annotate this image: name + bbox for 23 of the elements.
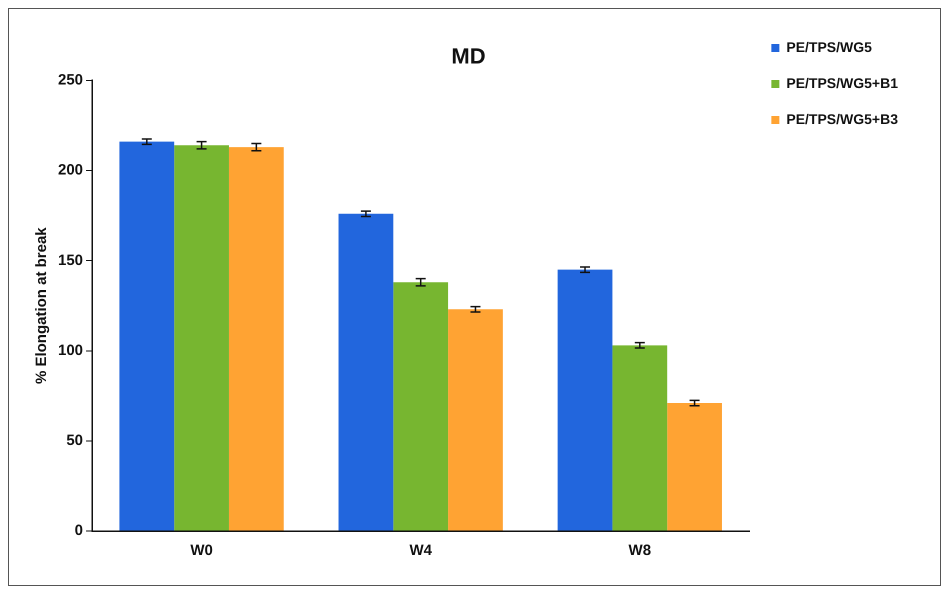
chart-title: MD [451,43,486,68]
x-tick-label: W8 [628,542,652,560]
y-tick-label: 100 [58,342,84,359]
bar [448,309,503,530]
bar [667,403,722,530]
bar [393,282,448,530]
bar [558,270,612,530]
y-tick-label: 0 [74,522,84,540]
x-tick-label: W4 [409,542,433,560]
bar [228,147,284,530]
x-tick-label: W0 [190,542,213,560]
y-tick-label: 50 [66,432,84,450]
bar [174,145,229,530]
legend-label: PE/TPS/WG5 [786,38,872,55]
bar [338,214,394,530]
y-tick-label: 200 [58,162,84,179]
legend-label: PE/TPS/WG5+B1 [786,74,898,91]
y-axis-title: % Elongation at break [33,226,50,384]
y-tick-label: 250 [58,72,84,89]
y-tick-label: 150 [58,252,84,269]
legend-label: PE/TPS/WG5+B3 [786,110,898,127]
bar [612,345,668,530]
bar [119,142,174,530]
